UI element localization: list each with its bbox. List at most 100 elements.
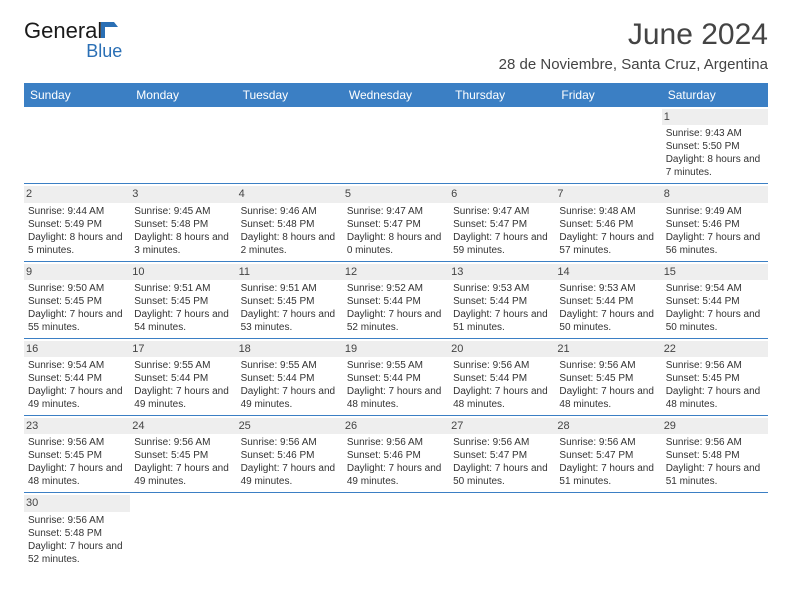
day-header: Wednesday [343, 83, 449, 107]
daylight-text: Daylight: 8 hours and 0 minutes. [347, 231, 445, 257]
location-text: 28 de Noviembre, Santa Cruz, Argentina [499, 56, 768, 73]
sunset-text: Sunset: 5:45 PM [559, 372, 657, 385]
calendar-cell: 15Sunrise: 9:54 AMSunset: 5:44 PMDayligh… [662, 261, 768, 338]
day-number: 2 [24, 186, 130, 202]
brand-logo: General Blue [24, 18, 122, 62]
sunset-text: Sunset: 5:44 PM [559, 295, 657, 308]
sunset-text: Sunset: 5:47 PM [347, 218, 445, 231]
sunrise-text: Sunrise: 9:49 AM [666, 205, 764, 218]
sunrise-text: Sunrise: 9:56 AM [559, 359, 657, 372]
sunset-text: Sunset: 5:44 PM [666, 295, 764, 308]
day-number: 16 [24, 341, 130, 357]
sunrise-text: Sunrise: 9:56 AM [666, 359, 764, 372]
day-number: 14 [555, 264, 661, 280]
calendar-cell [449, 493, 555, 570]
calendar-cell [343, 107, 449, 184]
sunset-text: Sunset: 5:44 PM [453, 295, 551, 308]
sunrise-text: Sunrise: 9:44 AM [28, 205, 126, 218]
sunrise-text: Sunrise: 9:56 AM [453, 359, 551, 372]
daylight-text: Daylight: 7 hours and 49 minutes. [134, 385, 232, 411]
calendar-cell [555, 493, 661, 570]
daylight-text: Daylight: 7 hours and 48 minutes. [453, 385, 551, 411]
day-number: 4 [237, 186, 343, 202]
sunrise-text: Sunrise: 9:56 AM [453, 436, 551, 449]
calendar-cell: 22Sunrise: 9:56 AMSunset: 5:45 PMDayligh… [662, 338, 768, 415]
calendar-cell: 17Sunrise: 9:55 AMSunset: 5:44 PMDayligh… [130, 338, 236, 415]
sunset-text: Sunset: 5:44 PM [347, 372, 445, 385]
day-header: Tuesday [237, 83, 343, 107]
calendar-cell [449, 107, 555, 184]
sunrise-text: Sunrise: 9:43 AM [666, 127, 764, 140]
daylight-text: Daylight: 7 hours and 56 minutes. [666, 231, 764, 257]
calendar-cell: 21Sunrise: 9:56 AMSunset: 5:45 PMDayligh… [555, 338, 661, 415]
sunset-text: Sunset: 5:45 PM [666, 372, 764, 385]
calendar-cell: 16Sunrise: 9:54 AMSunset: 5:44 PMDayligh… [24, 338, 130, 415]
day-number: 30 [24, 495, 130, 511]
day-number: 13 [449, 264, 555, 280]
calendar-week: 1Sunrise: 9:43 AMSunset: 5:50 PMDaylight… [24, 107, 768, 184]
daylight-text: Daylight: 7 hours and 48 minutes. [347, 385, 445, 411]
daylight-text: Daylight: 7 hours and 52 minutes. [28, 540, 126, 566]
sunrise-text: Sunrise: 9:46 AM [241, 205, 339, 218]
calendar-cell [130, 107, 236, 184]
sunrise-text: Sunrise: 9:56 AM [666, 436, 764, 449]
calendar-cell: 4Sunrise: 9:46 AMSunset: 5:48 PMDaylight… [237, 184, 343, 261]
calendar-cell [343, 493, 449, 570]
sunrise-text: Sunrise: 9:55 AM [347, 359, 445, 372]
daylight-text: Daylight: 7 hours and 49 minutes. [241, 462, 339, 488]
sunrise-text: Sunrise: 9:55 AM [241, 359, 339, 372]
sunset-text: Sunset: 5:46 PM [666, 218, 764, 231]
sunset-text: Sunset: 5:49 PM [28, 218, 126, 231]
daylight-text: Daylight: 7 hours and 48 minutes. [666, 385, 764, 411]
page-header: General Blue June 2024 28 de Noviembre, … [24, 18, 768, 73]
day-number: 3 [130, 186, 236, 202]
sunrise-text: Sunrise: 9:50 AM [28, 282, 126, 295]
calendar-cell: 14Sunrise: 9:53 AMSunset: 5:44 PMDayligh… [555, 261, 661, 338]
daylight-text: Daylight: 7 hours and 49 minutes. [347, 462, 445, 488]
sunrise-text: Sunrise: 9:51 AM [134, 282, 232, 295]
daylight-text: Daylight: 7 hours and 49 minutes. [28, 385, 126, 411]
daylight-text: Daylight: 7 hours and 50 minutes. [559, 308, 657, 334]
sunrise-text: Sunrise: 9:45 AM [134, 205, 232, 218]
calendar-header-row: SundayMondayTuesdayWednesdayThursdayFrid… [24, 83, 768, 107]
sunset-text: Sunset: 5:47 PM [453, 449, 551, 462]
calendar-cell: 7Sunrise: 9:48 AMSunset: 5:46 PMDaylight… [555, 184, 661, 261]
sunrise-text: Sunrise: 9:56 AM [347, 436, 445, 449]
calendar-cell [24, 107, 130, 184]
calendar-week: 23Sunrise: 9:56 AMSunset: 5:45 PMDayligh… [24, 416, 768, 493]
day-number: 20 [449, 341, 555, 357]
daylight-text: Daylight: 7 hours and 51 minutes. [666, 462, 764, 488]
day-number: 23 [24, 418, 130, 434]
calendar-table: SundayMondayTuesdayWednesdayThursdayFrid… [24, 83, 768, 570]
calendar-cell: 11Sunrise: 9:51 AMSunset: 5:45 PMDayligh… [237, 261, 343, 338]
day-number: 27 [449, 418, 555, 434]
sunset-text: Sunset: 5:45 PM [134, 295, 232, 308]
calendar-cell: 23Sunrise: 9:56 AMSunset: 5:45 PMDayligh… [24, 416, 130, 493]
calendar-cell: 8Sunrise: 9:49 AMSunset: 5:46 PMDaylight… [662, 184, 768, 261]
daylight-text: Daylight: 7 hours and 54 minutes. [134, 308, 232, 334]
day-number: 7 [555, 186, 661, 202]
day-number: 11 [237, 264, 343, 280]
daylight-text: Daylight: 8 hours and 3 minutes. [134, 231, 232, 257]
sunset-text: Sunset: 5:44 PM [28, 372, 126, 385]
daylight-text: Daylight: 7 hours and 55 minutes. [28, 308, 126, 334]
calendar-cell: 19 Sunrise: 9:55 AMSunset: 5:44 PMDayligh… [343, 338, 449, 415]
sunset-text: Sunset: 5:48 PM [28, 527, 126, 540]
sunset-text: Sunset: 5:47 PM [453, 218, 551, 231]
day-number: 17 [130, 341, 236, 357]
sunrise-text: Sunrise: 9:56 AM [28, 436, 126, 449]
calendar-cell: 18Sunrise: 9:55 AMSunset: 5:44 PMDayligh… [237, 338, 343, 415]
day-number: 19 [343, 341, 449, 357]
sunset-text: Sunset: 5:46 PM [559, 218, 657, 231]
calendar-cell: 13Sunrise: 9:53 AMSunset: 5:44 PMDayligh… [449, 261, 555, 338]
day-header: Thursday [449, 83, 555, 107]
calendar-cell: 2Sunrise: 9:44 AMSunset: 5:49 PMDaylight… [24, 184, 130, 261]
day-header: Sunday [24, 83, 130, 107]
calendar-cell: 12Sunrise: 9:52 AMSunset: 5:44 PMDayligh… [343, 261, 449, 338]
day-number: 25 [237, 418, 343, 434]
calendar-cell [237, 493, 343, 570]
day-number: 26 [343, 418, 449, 434]
calendar-cell: 24Sunrise: 9:56 AMSunset: 5:45 PMDayligh… [130, 416, 236, 493]
sunset-text: Sunset: 5:46 PM [241, 449, 339, 462]
daylight-text: Daylight: 7 hours and 51 minutes. [559, 462, 657, 488]
